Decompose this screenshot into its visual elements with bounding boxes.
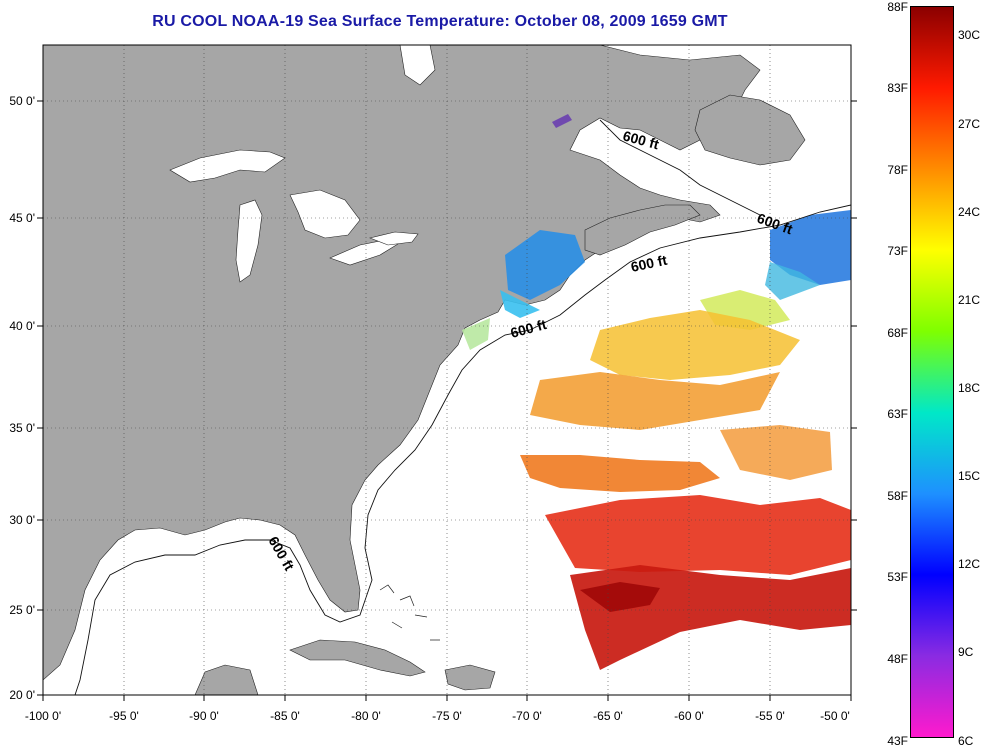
graticule [43, 45, 851, 695]
colorbar-c-label: 6C [958, 734, 974, 748]
lat-label-40n: 40 0' [9, 319, 35, 333]
temperature-colorbar [910, 6, 954, 738]
colorbar-c-label: 21C [958, 293, 981, 307]
tick-marks [37, 100, 857, 701]
lat-label-45n: 45 0' [9, 211, 35, 225]
lon-label-70w: -70 0' [512, 709, 542, 723]
lon-label-55w: -55 0' [755, 709, 785, 723]
lon-label-95w: -95 0' [109, 709, 139, 723]
colorbar-f-label: 73F [887, 244, 908, 258]
land-north-america [43, 45, 761, 681]
lake-huron [289, 189, 361, 239]
colorbar-f-label: 43F [887, 734, 908, 748]
lat-label-20n: 20 0' [9, 688, 35, 702]
colorbar-c-label: 30C [958, 28, 981, 42]
lake-ontario [368, 231, 419, 246]
lon-label-50w: -50 0' [820, 709, 850, 723]
land-newfoundland [694, 94, 806, 166]
lat-label-35n: 35 0' [9, 421, 35, 435]
colorbar-c-label: 27C [958, 117, 981, 131]
colorbar-c-label: 24C [958, 205, 981, 219]
colorbar-c-label: 18C [958, 381, 981, 395]
lat-label-50n: 50 0' [9, 94, 35, 108]
land-yucatan [194, 664, 259, 695]
colorbar-f-label: 63F [887, 407, 908, 421]
colorbar-f-label: 68F [887, 326, 908, 340]
colorbar-c-label: 15C [958, 469, 981, 483]
colorbar-f-label: 78F [887, 163, 908, 177]
lon-label-65w: -65 0' [593, 709, 623, 723]
colorbar-f-label: 83F [887, 81, 908, 95]
lon-label-75w: -75 0' [432, 709, 462, 723]
land-bahamas [379, 584, 440, 641]
land-cuba [289, 639, 426, 677]
colorbar-f-label: 48F [887, 652, 908, 666]
colorbar-c-label: 9C [958, 645, 974, 659]
lake-michigan [235, 199, 263, 283]
map-title: RU COOL NOAA-19 Sea Surface Temperature:… [152, 13, 728, 30]
land-nova-scotia [584, 204, 701, 256]
lon-label-60w: -60 0' [674, 709, 704, 723]
colorbar-f-label: 88F [887, 0, 908, 14]
isobath-600ft-gulf-of-st-lawrence [599, 119, 761, 216]
colorbar-f-label: 58F [887, 489, 908, 503]
lat-label-25n: 25 0' [9, 603, 35, 617]
lat-label-30n: 30 0' [9, 513, 35, 527]
james-bay [399, 45, 436, 86]
lake-superior [169, 149, 286, 183]
contour-label-3: 600 ft [629, 252, 668, 275]
lon-label-85w: -85 0' [270, 709, 300, 723]
isobath-600ft [74, 204, 851, 695]
land-hispaniola [444, 664, 496, 691]
lon-label-80w: -80 0' [351, 709, 381, 723]
colorbar-f-label: 53F [887, 570, 908, 584]
colorbar-c-label: 12C [958, 557, 981, 571]
lon-label-100w: -100 0' [25, 709, 61, 723]
lon-label-90w: -90 0' [189, 709, 219, 723]
